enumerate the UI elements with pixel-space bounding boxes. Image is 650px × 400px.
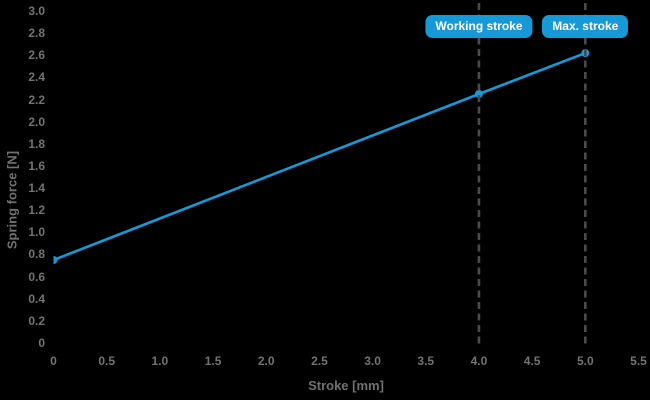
y-tick-label: 1.4 <box>28 181 45 196</box>
y-tick-label: 1.2 <box>28 203 45 218</box>
y-tick-label: 0 <box>38 336 45 350</box>
y-tick-label: 1.8 <box>28 136 45 151</box>
y-tick-label: 1.6 <box>28 158 45 173</box>
y-tick-label: 0.8 <box>28 247 45 262</box>
x-tick-label: 1.0 <box>151 354 169 368</box>
y-tick-label: 2.8 <box>28 26 45 41</box>
y-tick-label: 0.4 <box>28 291 45 306</box>
y-tick-label: 2.2 <box>28 92 45 107</box>
annotation-badge: Working stroke <box>425 15 533 38</box>
x-tick-label: 4.0 <box>470 354 488 368</box>
y-tick-label: 2.6 <box>28 48 45 63</box>
x-tick-label: 5.0 <box>576 354 594 368</box>
x-tick-label: 2.5 <box>311 354 328 368</box>
series-spring-force <box>53 49 590 264</box>
annotation-badge: Max. stroke <box>542 15 629 38</box>
y-tick-label: 2.0 <box>28 114 45 129</box>
y-tick-label: 0.2 <box>28 313 45 328</box>
x-tick-label: 1.5 <box>204 354 222 368</box>
x-tick-label: 3.0 <box>364 354 381 368</box>
x-tick-label: 4.5 <box>523 354 541 368</box>
y-tick-label: 0.6 <box>28 269 45 284</box>
x-tick-label: 5.5 <box>630 354 647 368</box>
y-tick-label: 3.0 <box>28 4 45 18</box>
y-tick-label: 2.4 <box>28 70 45 85</box>
data-point-marker <box>53 256 58 264</box>
x-axis-title: Stroke [mm] <box>308 378 384 393</box>
x-tick-label: 0.5 <box>98 354 116 368</box>
x-tick-label: 0 <box>50 354 57 368</box>
series-line <box>53 51 587 262</box>
x-tick-label: 2.0 <box>257 354 275 368</box>
x-tick-label: 3.5 <box>417 354 435 368</box>
y-tick-label: 1.0 <box>28 225 45 240</box>
data-point-marker <box>474 90 483 98</box>
